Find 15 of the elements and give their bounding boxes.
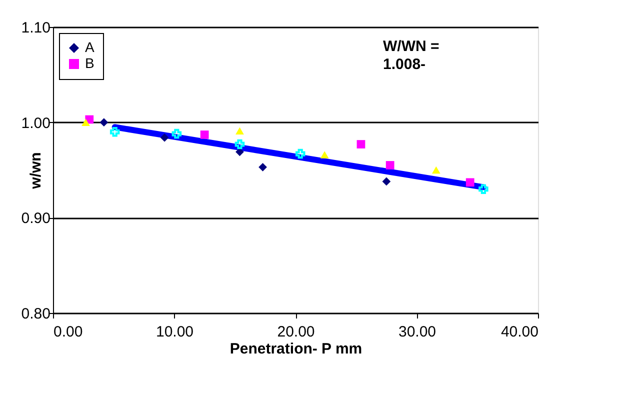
annotation: W/WN = <box>383 38 440 55</box>
x-tick-label: 20.00 <box>277 324 315 340</box>
x-tick-label: 10.00 <box>156 324 194 340</box>
annotation: 1.008- <box>383 56 426 73</box>
y-axis-title: w/wn <box>27 152 44 190</box>
y-tick-label: 0.80 <box>21 306 50 322</box>
y-tick-label: 1.10 <box>21 20 50 36</box>
x-tick-label: 30.00 <box>398 324 436 340</box>
legend-label: A <box>85 39 95 55</box>
legend-label: B <box>85 55 94 71</box>
y-tick-label: 0.90 <box>21 210 50 228</box>
y-tick-label: 1.00 <box>21 114 50 132</box>
x-axis-title: Penetration- P mm <box>230 340 362 358</box>
x-tick-label: 40.00 <box>500 324 538 340</box>
x-tick-label: 0.00 <box>54 324 83 340</box>
